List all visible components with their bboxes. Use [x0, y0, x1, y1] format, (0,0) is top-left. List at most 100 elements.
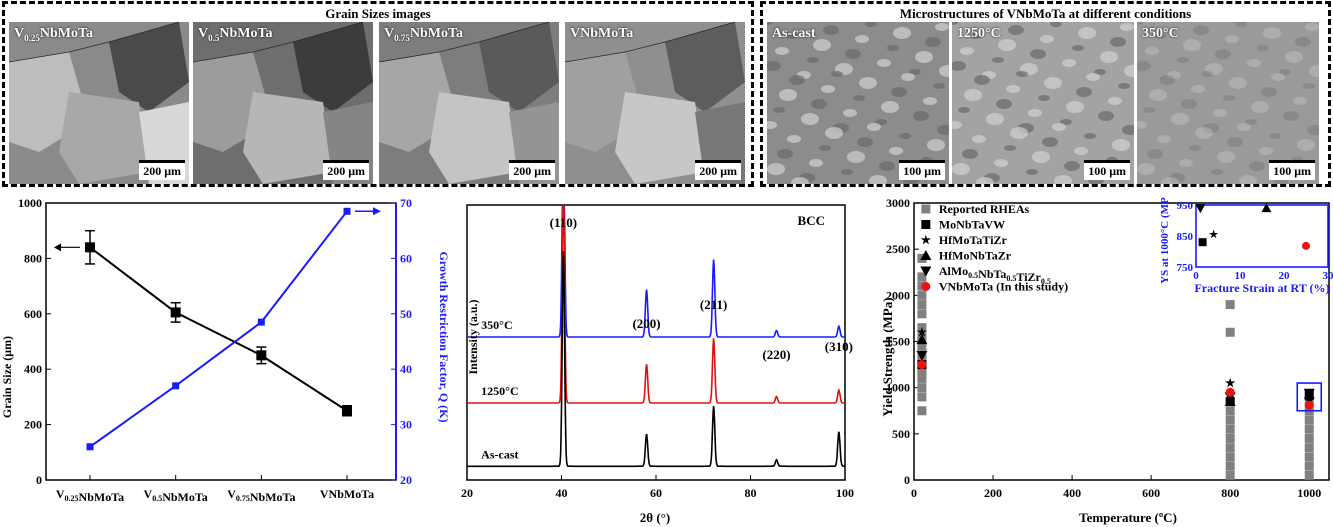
reported-rhea-point	[917, 272, 927, 282]
reported-rhea-point	[1225, 406, 1235, 416]
reported-rhea-point	[1304, 443, 1314, 453]
microstructure-micrograph: 1250°C 100 μm	[952, 22, 1134, 184]
reported-rhea-point	[1225, 470, 1235, 480]
xrd-pattern	[467, 205, 845, 338]
y2-tick-label: 60	[400, 251, 412, 265]
reported-rhea-point	[1225, 415, 1235, 425]
alloy-point	[916, 326, 927, 337]
inset-point	[1198, 238, 1207, 247]
xrd-ylabel: Intensity (a.u.)	[466, 299, 480, 374]
inset-ylabel: YS at 1000°C (MPa)	[1159, 197, 1171, 284]
reported-rhea-point	[917, 341, 927, 351]
peak-label: (310)	[825, 339, 853, 354]
scale-bar: 200 μm	[695, 160, 741, 180]
y-tick-label: 1000	[886, 381, 910, 395]
alloy-point	[1225, 377, 1236, 388]
right-axis-arrowhead	[373, 207, 381, 216]
growth-restriction-ylabel: Growth Restriction Factor, Q (K)	[437, 252, 450, 423]
inset-y-tick-label: 950	[1177, 200, 1194, 212]
grain-micrograph: VNbMoTa 200 μm	[565, 22, 745, 184]
y-tick-label: 200	[24, 418, 42, 432]
microstructure-images-title: Microstructures of VNbMoTa at different …	[899, 6, 1192, 21]
growth-restriction-point	[172, 382, 180, 390]
y-tick-label: 500	[892, 427, 910, 441]
x-tick-label: 60	[650, 486, 662, 500]
reported-rhea-point	[917, 373, 927, 383]
reported-rhea-point	[917, 369, 927, 379]
legend-marker	[920, 266, 932, 277]
reported-rhea-point	[917, 383, 927, 393]
inset-y-tick-label: 850	[1177, 231, 1194, 243]
inset-point	[1302, 241, 1310, 250]
y2-tick-label: 20	[400, 473, 412, 487]
grain-micrograph: V0.25NbMoTa 200 μm	[9, 22, 189, 184]
y-tick-label: 0	[904, 473, 910, 487]
peak-label: (220)	[762, 347, 790, 362]
alloy-point	[1304, 395, 1315, 405]
inset-x-tick-label: 10	[1235, 270, 1247, 282]
left-axis-arrowhead	[54, 243, 61, 252]
inset-x-tick-label: 20	[1279, 270, 1291, 282]
reported-rhea-point	[1225, 443, 1235, 453]
reported-rhea-point	[1225, 300, 1235, 310]
scale-bar: 200 μm	[139, 160, 185, 180]
y-tick-label: 2500	[886, 242, 910, 256]
grain-size-ylabel: Grain Size (μm)	[0, 336, 14, 418]
grain-micrograph-label: V0.75NbMoTa	[384, 26, 464, 43]
grain-size-line	[89, 246, 348, 412]
inset-x-tick-label: 0	[1193, 270, 1199, 282]
x-tick-label: V0.5NbMoTa	[144, 487, 208, 504]
growth-restriction-point	[343, 207, 351, 215]
y2-tick-label: 30	[400, 418, 412, 432]
x-tick-label: 1000	[1297, 486, 1321, 500]
scale-bar: 100 μm	[899, 160, 945, 180]
alloy-point	[1304, 400, 1314, 410]
plot-frame	[45, 202, 397, 481]
y2-tick-label: 50	[400, 307, 412, 321]
scale-bar: 200 μm	[509, 160, 555, 180]
x-tick-label: 400	[1063, 486, 1081, 500]
inset-frame	[1195, 204, 1329, 268]
alloy-point	[1303, 388, 1315, 399]
y2-tick-label: 70	[400, 197, 412, 210]
microstructure-label: As-cast	[772, 26, 816, 41]
grain-images-title: Grain Sizes images	[325, 6, 431, 21]
microstructure-micrograph: As-cast 100 μm	[767, 22, 949, 184]
legend-marker	[920, 250, 932, 260]
grain-micrograph: V0.5NbMoTa 200 μm	[193, 22, 373, 184]
y2-tick-label: 40	[400, 362, 412, 376]
grain-micrograph-label: VNbMoTa	[570, 26, 634, 41]
growth-restriction-point	[86, 443, 94, 451]
y-tick-label: 1500	[886, 335, 910, 349]
xrd-pattern-label: 350°C	[481, 318, 512, 332]
y-tick-label: 800	[24, 251, 42, 265]
inset-point	[1209, 229, 1219, 239]
reported-rhea-point	[1225, 461, 1235, 471]
xrd-pattern-label: 1250°C	[481, 384, 518, 398]
xrd-phase-label: BCC	[798, 213, 825, 228]
reported-rhea-point	[1225, 452, 1235, 462]
reported-rhea-point	[1304, 433, 1314, 443]
reported-rhea-point	[1225, 424, 1235, 434]
reported-rhea-point	[917, 392, 927, 402]
legend-label: HfMoNbTaZr	[939, 249, 1012, 263]
peak-label: (211)	[700, 297, 727, 312]
legend-label: AlMo0.5NbTa0.5TiZr0.5	[939, 264, 1051, 286]
microstructure-micrograph: 350°C 100 μm	[1137, 22, 1319, 184]
x-tick-label: 20	[461, 486, 473, 500]
y-tick-label: 400	[24, 362, 42, 376]
y-tick-label: 1000	[18, 197, 42, 210]
alloy-point	[917, 360, 927, 370]
xrd-pattern	[467, 251, 845, 468]
y-tick-label: 2000	[886, 288, 910, 302]
grain-size-point	[256, 350, 267, 361]
y-tick-label: 600	[24, 307, 42, 321]
inset-x-tick-label: 30	[1323, 270, 1333, 282]
reported-rhea-point	[1304, 452, 1314, 462]
legend-label: VNbMoTa (In this study)	[939, 280, 1068, 294]
xrd-xlabel: 2θ (°)	[640, 510, 670, 525]
x-tick-label: 800	[1221, 486, 1239, 500]
legend-marker	[921, 204, 931, 214]
y-tick-label: 3000	[886, 197, 910, 210]
